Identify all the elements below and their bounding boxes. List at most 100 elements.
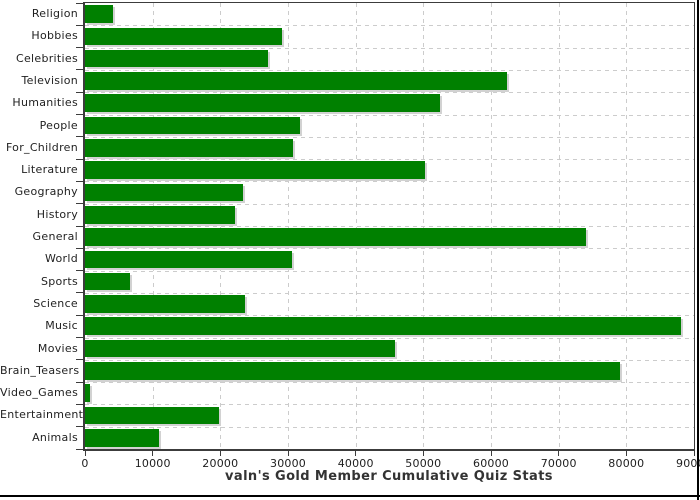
x-axis-tick: [84, 451, 86, 456]
gridline-horizontal: [85, 136, 694, 138]
category-label-entertainment: Entertainment: [0, 408, 84, 422]
gridline-horizontal: [85, 248, 694, 250]
x-axis-tick: [490, 451, 492, 456]
x-axis-tick: [287, 451, 289, 456]
gridline-horizontal: [85, 337, 694, 339]
bar-humanities: [85, 94, 441, 113]
category-label-movies: Movies: [37, 341, 78, 355]
image-frame-bottom: [0, 495, 700, 497]
category-label-celebrities: Celebrities: [15, 51, 78, 65]
category-label-animals: Animals: [32, 430, 78, 444]
y-axis-tick: [76, 426, 84, 428]
y-axis-tick: [76, 2, 84, 4]
gridline-horizontal: [85, 226, 694, 227]
x-axis-tick: [152, 451, 154, 456]
image-frame-right: [697, 0, 699, 500]
x-axis-tick: [355, 451, 357, 456]
category-label-music: Music: [45, 319, 78, 333]
category-label-general: General: [32, 230, 78, 243]
x-axis-tick: [558, 451, 560, 456]
gridline-horizontal: [85, 114, 694, 116]
category-label-video-games: Video_Games: [0, 386, 79, 400]
category-label-people: People: [39, 118, 78, 132]
y-axis-tick: [76, 292, 84, 294]
category-label-television: Television: [21, 73, 78, 87]
x-axis-label-80000: 80000: [608, 457, 645, 470]
category-label-sports: Sports: [40, 274, 78, 288]
bar-hobbies: [85, 27, 282, 46]
y-axis-tick: [76, 114, 84, 115]
x-axis-label-10000: 10000: [134, 457, 171, 470]
gridline-horizontal: [85, 292, 694, 294]
category-label-literature: Literature: [21, 163, 78, 177]
bar-video-games: [85, 384, 90, 402]
bar-literature: [85, 161, 425, 179]
x-axis-tick: [625, 451, 627, 456]
y-axis-tick: [76, 247, 84, 249]
y-axis-tick: [76, 314, 84, 316]
x-axis-tick: [219, 451, 221, 456]
chart-title: valn's Gold Member Cumulative Quiz Stats: [225, 469, 553, 484]
bar-for-children: [85, 139, 293, 157]
y-axis-tick: [76, 359, 84, 361]
x-axis-label-70000: 70000: [540, 457, 577, 470]
gridline-horizontal: [85, 203, 694, 205]
y-axis-tick: [76, 381, 84, 383]
bar-animals: [85, 428, 160, 447]
category-label-science: Science: [33, 296, 78, 310]
y-axis-tick: [76, 225, 84, 227]
bar-sports: [85, 272, 130, 291]
x-axis-label-60000: 60000: [473, 457, 509, 470]
x-axis-tick: [422, 451, 424, 456]
gridline-horizontal: [85, 382, 694, 384]
bar-brain-teasers: [85, 362, 621, 380]
category-label-history: History: [36, 207, 78, 221]
bar-celebrities: [85, 49, 269, 68]
y-axis-tick: [76, 448, 84, 450]
x-axis-label-50000: 50000: [405, 457, 442, 470]
x-axis-label-20000: 20000: [202, 457, 239, 470]
bar-religion: [85, 5, 114, 23]
gridline-horizontal: [85, 426, 694, 428]
y-axis-tick: [76, 91, 84, 93]
plot-area: [83, 2, 695, 451]
y-axis-tick: [76, 69, 84, 71]
gridline-horizontal: [85, 270, 694, 272]
y-axis-tick: [76, 136, 84, 138]
x-axis-label-90000: 90000: [676, 457, 700, 470]
category-label-geography: Geography: [14, 185, 78, 199]
bar-world: [85, 250, 293, 269]
gridline-horizontal: [85, 404, 694, 406]
y-axis-tick: [76, 24, 84, 26]
gridline-horizontal: [85, 359, 694, 361]
gridline-horizontal: [85, 159, 694, 161]
category-label-religion: Religion: [31, 7, 78, 20]
bar-entertainment: [85, 406, 219, 425]
y-axis-tick: [76, 47, 84, 49]
gridline-horizontal: [85, 92, 694, 94]
bar-general: [85, 228, 587, 246]
gridline-horizontal: [85, 181, 694, 183]
bar-music: [85, 317, 681, 336]
gridline-horizontal: [85, 315, 694, 317]
x-axis-label-0: 0: [81, 457, 89, 470]
category-label-for-children: For_Children: [5, 140, 78, 154]
y-axis-tick: [76, 203, 84, 205]
category-label-humanities: Humanities: [12, 96, 78, 110]
x-axis-tick: [693, 451, 695, 456]
y-axis-tick: [76, 403, 84, 405]
gridline-horizontal: [85, 69, 694, 71]
category-label-world: World: [44, 252, 78, 266]
bar-people: [85, 116, 301, 135]
y-axis-tick: [76, 337, 84, 338]
category-label-hobbies: Hobbies: [31, 29, 78, 43]
y-axis-tick: [76, 158, 84, 160]
bar-science: [85, 295, 245, 313]
gridline-horizontal: [85, 25, 694, 27]
bar-geography: [85, 183, 244, 202]
y-axis-tick: [76, 270, 84, 272]
x-axis-label-40000: 40000: [337, 457, 374, 470]
bar-movies: [85, 339, 395, 358]
x-axis-label-30000: 30000: [270, 457, 306, 470]
